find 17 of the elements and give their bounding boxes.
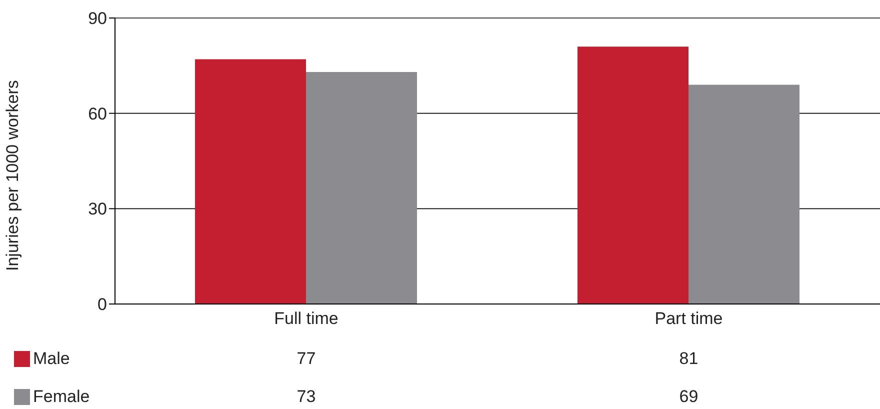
- x-tick-label: Part time: [654, 309, 723, 328]
- y-tick-label: 30: [88, 200, 107, 219]
- bar: [578, 46, 688, 304]
- legend-label: Male: [33, 349, 70, 369]
- bar: [195, 59, 306, 304]
- y-tick-label: 90: [88, 9, 107, 28]
- y-axis-title: Injuries per 1000 workers: [3, 80, 22, 271]
- y-tick-label: 60: [88, 104, 107, 124]
- data-label: 73: [296, 387, 317, 407]
- data-label: 77: [296, 349, 317, 369]
- bar: [688, 84, 800, 304]
- x-tick-label: Full time: [274, 309, 338, 328]
- y-tick-label: 0: [98, 295, 107, 314]
- data-label: 69: [678, 387, 700, 407]
- legend-label: Female: [33, 387, 90, 407]
- bar: [306, 72, 417, 304]
- data-label: 81: [678, 349, 700, 369]
